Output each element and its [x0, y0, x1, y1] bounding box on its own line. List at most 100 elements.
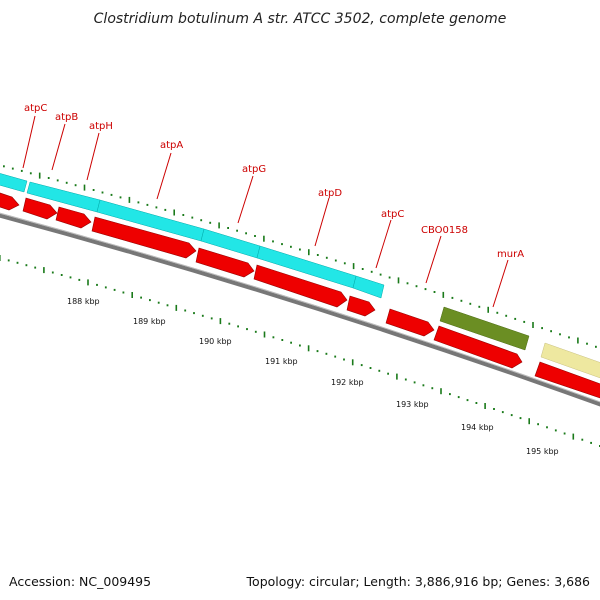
inner-tick: [69, 276, 72, 279]
inner-tick: [351, 359, 354, 366]
outer-tick-marks: [3, 165, 597, 348]
outer-tick: [137, 201, 140, 204]
outer-tick: [577, 337, 579, 344]
leader-atpD: [314, 197, 330, 247]
inner-tick: [184, 309, 187, 312]
inner-tick: [43, 267, 45, 274]
cds-arrow-atpD[interactable]: [253, 264, 348, 308]
outer-tick: [308, 249, 310, 256]
outer-tick: [209, 221, 212, 224]
cds-arrow-atpB[interactable]: [22, 197, 58, 220]
outer-tick: [460, 299, 463, 302]
outer-tick: [3, 165, 5, 168]
inner-tick: [281, 339, 284, 341]
inner-tick: [219, 318, 222, 325]
feature-band-atpC-left[interactable]: [0, 172, 28, 193]
genes-value: 3,686: [554, 574, 590, 589]
cds-arrow-atpA[interactable]: [91, 216, 197, 259]
outer-tick: [164, 208, 167, 211]
topology-label: Topology:: [246, 574, 306, 589]
inner-tick: [16, 261, 19, 264]
cds-arrow-atpH[interactable]: [55, 206, 92, 229]
inner-tick: [440, 388, 442, 395]
feature-band-murA[interactable]: [439, 306, 530, 351]
gene-label-atpA[interactable]: atpA: [160, 140, 183, 151]
inner-tick: [484, 403, 486, 409]
inner-tick: [431, 387, 434, 390]
outer-tick: [532, 322, 534, 328]
inner-tick: [546, 426, 548, 429]
inner-tick-marks: [0, 255, 600, 447]
gene-label-atpC-left[interactable]: atpC: [24, 103, 47, 114]
outer-tick: [586, 342, 588, 345]
inner-tick: [78, 278, 81, 281]
cds-arrow-atpC-left[interactable]: [0, 191, 20, 211]
inner-tick: [7, 259, 10, 262]
leader-atpA: [156, 152, 172, 200]
topology-value: circular: [309, 574, 356, 589]
inner-tick: [396, 373, 398, 380]
inner-tick: [404, 378, 407, 381]
cds-arrow-atpG[interactable]: [195, 247, 255, 278]
outer-tick: [559, 333, 561, 336]
outer-tick: [11, 167, 14, 170]
outer-tick: [119, 196, 122, 199]
outer-tick: [433, 291, 436, 293]
leader-atpH: [86, 132, 100, 181]
inner-tick: [422, 384, 425, 387]
outer-tick: [397, 277, 400, 284]
inner-tick: [149, 299, 151, 302]
outer-tick: [424, 288, 427, 291]
outer-tick: [56, 179, 59, 182]
gene-label-atpC[interactable]: atpC: [381, 209, 404, 220]
length-label: Length:: [363, 574, 411, 589]
inner-tick: [413, 381, 416, 384]
kbp-label-195: 195 kbp: [526, 447, 559, 456]
outer-tick: [200, 219, 203, 222]
outer-tick: [568, 336, 570, 339]
outer-tick: [541, 327, 543, 330]
outer-tick: [496, 311, 499, 314]
feature-band-atpC[interactable]: [352, 275, 385, 299]
outer-tick: [92, 189, 95, 191]
gene-label-atpD[interactable]: atpD: [318, 188, 342, 199]
outer-tick: [523, 320, 526, 323]
outer-tick: [406, 282, 409, 285]
gene-label-atpH[interactable]: atpH: [89, 121, 113, 132]
outer-tick: [379, 273, 382, 276]
inner-tick: [34, 266, 37, 269]
inner-tick: [87, 279, 89, 286]
kbp-label-190: 190 kbp: [199, 337, 232, 346]
cds-arrow-next[interactable]: [534, 361, 600, 400]
leader-CBO0158: [425, 235, 442, 284]
kbp-scale-labels: 188 kbp 189 kbp 190 kbp 191 kbp 192 kbp …: [67, 297, 559, 456]
inner-tick: [0, 255, 1, 261]
feature-band-next[interactable]: [540, 342, 600, 380]
inner-tick: [334, 355, 337, 358]
outer-tick: [442, 291, 445, 298]
inner-tick: [343, 358, 345, 361]
gene-label-murA[interactable]: murA: [497, 249, 524, 260]
gene-label-CBO0158[interactable]: CBO0158: [421, 225, 468, 236]
inner-tick: [263, 331, 266, 338]
outer-tick: [281, 243, 283, 246]
genes-label: Genes:: [506, 574, 551, 589]
genome-backbone-highlight: [0, 212, 600, 403]
cds-arrow-atpC[interactable]: [346, 295, 376, 317]
gene-label-atpB[interactable]: atpB: [55, 112, 78, 123]
inner-tick: [140, 296, 142, 299]
outer-tick: [173, 209, 175, 216]
outer-tick: [83, 184, 86, 191]
kbp-label-191: 191 kbp: [265, 357, 298, 366]
inner-tick: [387, 372, 389, 375]
genome-backbone: [0, 213, 600, 407]
inner-tick: [501, 411, 504, 414]
length-value: 3,886,916 bp: [414, 574, 499, 589]
inner-tick: [325, 352, 328, 355]
cds-arrow-murA[interactable]: [433, 325, 523, 369]
gene-label-atpG[interactable]: atpG: [242, 164, 266, 175]
outer-tick: [20, 169, 23, 172]
inner-tick: [307, 345, 310, 352]
outer-tick: [245, 232, 247, 235]
cds-arrow-CBO0158[interactable]: [385, 308, 435, 337]
